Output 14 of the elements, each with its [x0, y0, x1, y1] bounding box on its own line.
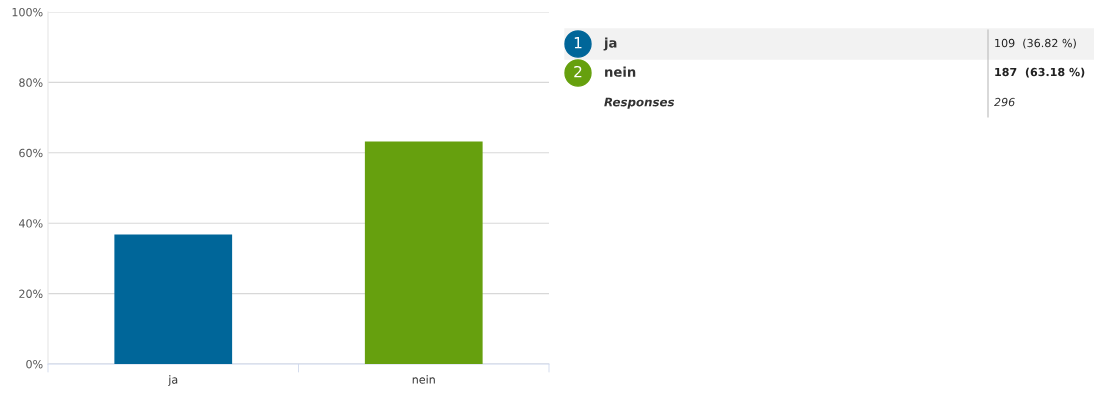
text: 2	[574, 65, 582, 78]
y-tick-label: 100%	[12, 7, 43, 17]
y-tick-label: 20%	[19, 289, 43, 298]
text: 187 (63.18 %)	[995, 67, 1085, 78]
text: 109 (36.82 %)	[995, 38, 1076, 49]
y-tick-label: 60%	[19, 148, 43, 158]
text: Responses	[604, 97, 675, 109]
text: 296	[994, 97, 1015, 107]
category-label: ja	[603, 37, 617, 51]
y-tick-label: 0%	[26, 359, 43, 369]
y-tick-label: 40%	[18, 219, 43, 228]
y-tick-label: 80%	[19, 78, 43, 87]
category-label: nein	[605, 66, 636, 77]
text: 1	[574, 37, 582, 49]
